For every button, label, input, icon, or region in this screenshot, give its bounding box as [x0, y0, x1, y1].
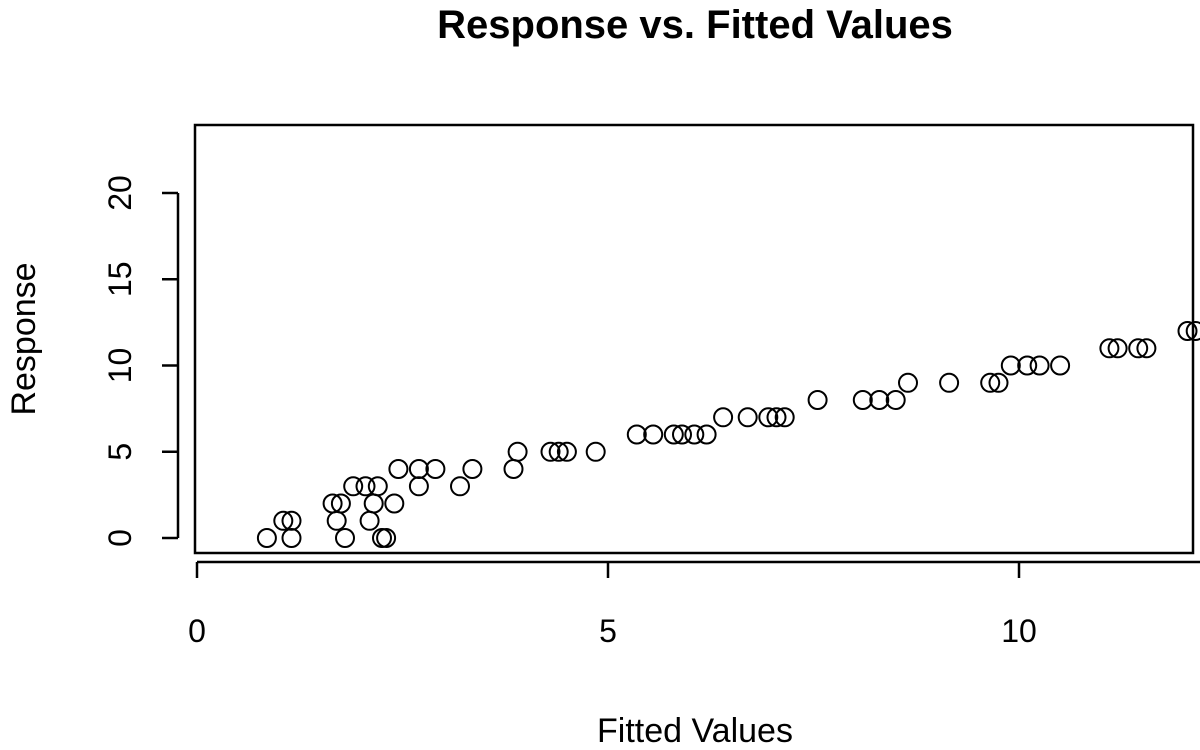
data-point	[1017, 355, 1038, 376]
data-point	[556, 441, 577, 462]
data-point	[852, 390, 873, 410]
data-point	[1000, 355, 1021, 376]
data-point	[766, 407, 787, 428]
data-point	[774, 407, 795, 428]
x-tick-label: 0	[188, 613, 206, 649]
data-point	[343, 476, 364, 497]
data-point	[322, 493, 343, 514]
data-point	[388, 459, 409, 479]
data-point	[359, 510, 380, 531]
data-point	[273, 510, 294, 531]
data-point	[980, 372, 1001, 393]
data-point	[1029, 355, 1050, 376]
data-point	[281, 528, 302, 548]
data-point	[256, 528, 277, 548]
data-point	[869, 390, 890, 410]
data-point	[1050, 355, 1071, 376]
y-axis: 0 5 10 15 20	[102, 175, 180, 547]
data-point	[585, 441, 606, 462]
data-point	[281, 510, 302, 531]
data-point	[507, 441, 528, 462]
data-point	[1136, 338, 1157, 359]
data-point	[898, 372, 918, 393]
data-point	[503, 459, 524, 479]
x-axis-label: Fitted Values	[597, 712, 793, 750]
data-point	[939, 372, 960, 393]
data-point	[384, 493, 405, 514]
data-point	[758, 407, 779, 428]
data-point	[663, 424, 684, 445]
data-point	[672, 424, 692, 445]
y-tick-label: 5	[102, 443, 138, 461]
data-point	[355, 476, 376, 497]
data-point	[540, 441, 561, 462]
data-point	[643, 424, 664, 445]
data-point	[548, 441, 569, 462]
data-point	[326, 510, 347, 531]
data-point	[376, 528, 397, 548]
data-point	[1177, 321, 1198, 341]
y-tick-label: 10	[102, 348, 138, 384]
data-point	[885, 390, 906, 410]
data-point	[1107, 338, 1128, 359]
x-tick-label: 5	[599, 613, 617, 649]
data-point	[626, 424, 647, 445]
data-point	[462, 459, 483, 479]
chart-title: Response vs. Fitted Values	[437, 3, 953, 47]
data-point	[367, 476, 388, 497]
data-point	[807, 390, 828, 410]
data-point	[408, 459, 429, 479]
data-point	[330, 493, 351, 514]
data-point	[408, 476, 429, 497]
data-point	[684, 424, 705, 445]
data-point	[335, 528, 355, 548]
x-tick-label: 10	[1001, 613, 1037, 649]
data-point	[737, 407, 758, 428]
y-axis-label: Response	[5, 262, 43, 415]
data-points	[256, 321, 1200, 548]
data-point	[988, 372, 1009, 393]
data-point	[425, 459, 446, 479]
data-point	[372, 528, 392, 548]
y-tick-label: 0	[102, 529, 138, 547]
data-point	[713, 407, 734, 428]
y-tick-label: 15	[102, 261, 138, 297]
data-point	[1185, 321, 1200, 341]
data-point	[363, 493, 384, 514]
data-point	[450, 476, 470, 497]
data-point	[696, 424, 717, 445]
y-tick-label: 20	[102, 175, 138, 211]
data-point	[1128, 338, 1149, 359]
data-point	[1099, 338, 1120, 359]
